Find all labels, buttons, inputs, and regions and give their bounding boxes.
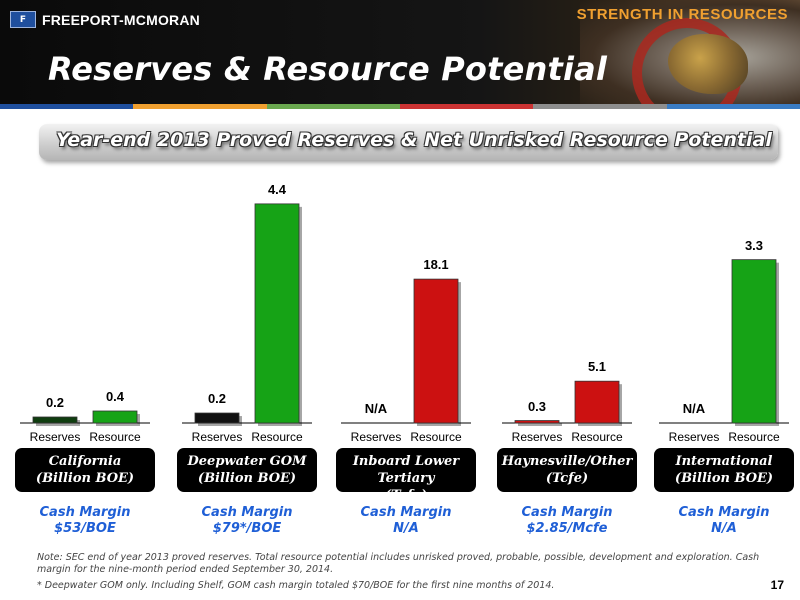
cash-margin: Cash Margin $79*/BOE bbox=[177, 505, 317, 537]
category-tick-label: Reserves bbox=[350, 430, 402, 444]
logo-text: FREEPORT-MCMORAN bbox=[42, 11, 200, 28]
header-photo-rock bbox=[668, 34, 748, 94]
category-tick-label: Reserves bbox=[668, 430, 720, 444]
page-title: Reserves & Resource Potential bbox=[48, 50, 608, 88]
data-label: 3.3 bbox=[744, 237, 764, 253]
subtitle-bar bbox=[39, 124, 778, 160]
group-label-box: Deepwater GOM (Billion BOE) bbox=[177, 448, 317, 492]
category-tick-label: Reserves bbox=[511, 430, 563, 444]
category-tick-label: Reserves bbox=[29, 430, 81, 444]
data-label: 0.2 bbox=[207, 391, 227, 407]
data-label: N/A bbox=[682, 401, 706, 416]
group-unit: (Tcfe) bbox=[545, 471, 589, 486]
cash-margin-value: N/A bbox=[393, 521, 419, 536]
group-label-box: International (Billion BOE) bbox=[654, 448, 794, 492]
bar-reserves bbox=[32, 416, 78, 424]
data-label: 4.4 bbox=[267, 181, 287, 197]
tagline: STRENGTH IN RESOURCES bbox=[576, 6, 788, 23]
data-label: 0.3 bbox=[527, 398, 547, 414]
cash-margin: Cash Margin N/A bbox=[336, 505, 476, 537]
cash-margin-label: Cash Margin bbox=[360, 505, 452, 520]
bar-reserves bbox=[194, 412, 240, 424]
header-photo bbox=[580, 0, 800, 104]
data-label: 0.4 bbox=[105, 389, 125, 404]
chart-subtitle: Year-end 2013 Proved Reserves & Net Unri… bbox=[56, 129, 772, 151]
data-label: 0.2 bbox=[45, 395, 65, 410]
category-tick-label: Resource bbox=[728, 430, 780, 444]
data-label: 5.1 bbox=[587, 359, 607, 375]
group-unit: (Billion BOE) bbox=[674, 471, 774, 486]
data-label: 18.1 bbox=[423, 257, 449, 273]
footnote: * Deepwater GOM only. Including Shelf, G… bbox=[37, 580, 555, 591]
bar-reserves bbox=[514, 420, 560, 424]
group-label-box: Inboard Lower Tertiary (Tcfe) bbox=[336, 448, 476, 503]
bar-resource bbox=[254, 203, 300, 424]
category-tick-label: Resource bbox=[571, 430, 623, 444]
header-banner: F FREEPORT-MCMORAN STRENGTH IN RESOURCES… bbox=[0, 0, 800, 104]
logo-mark-icon: F bbox=[10, 11, 36, 28]
cash-margin-label: Cash Margin bbox=[201, 505, 293, 520]
group-unit: (Tcfe) bbox=[384, 488, 428, 503]
group-label-box: California (Billion BOE) bbox=[15, 448, 155, 492]
cash-margin-value: $53/BOE bbox=[54, 521, 116, 536]
group-name: International bbox=[675, 454, 773, 469]
cash-margin-label: Cash Margin bbox=[521, 505, 613, 520]
company-logo: F FREEPORT-MCMORAN bbox=[10, 11, 200, 28]
cash-margin-label: Cash Margin bbox=[39, 505, 131, 520]
cash-margin-value: N/A bbox=[711, 521, 737, 536]
cash-margin: Cash Margin N/A bbox=[654, 505, 794, 537]
category-tick-label: Resource bbox=[89, 430, 141, 444]
bar-resource bbox=[92, 410, 138, 424]
note: Note: SEC end of year 2013 proved reserv… bbox=[37, 552, 760, 575]
cash-margin-value: $2.85/Mcfe bbox=[526, 521, 608, 536]
group-name: Haynesville/Other bbox=[501, 454, 633, 469]
group-name: Deepwater GOM bbox=[187, 454, 307, 469]
cash-margin-label: Cash Margin bbox=[678, 505, 770, 520]
cash-margin: Cash Margin $2.85/Mcfe bbox=[497, 505, 637, 537]
category-tick-label: Reserves bbox=[191, 430, 243, 444]
bar-resource bbox=[731, 259, 777, 424]
data-label: N/A bbox=[364, 401, 388, 416]
cash-margin-value: $79*/BOE bbox=[212, 521, 282, 536]
group-name: California bbox=[48, 454, 122, 469]
category-tick-label: Resource bbox=[410, 430, 462, 444]
group-name: Inboard Lower Tertiary bbox=[352, 454, 460, 486]
color-stripe bbox=[0, 104, 800, 109]
group-label-box: Haynesville/Other (Tcfe) bbox=[497, 448, 637, 492]
bar-shadow bbox=[518, 423, 562, 426]
cash-margin: Cash Margin $53/BOE bbox=[15, 505, 155, 537]
group-unit: (Billion BOE) bbox=[35, 471, 135, 486]
bar-resource bbox=[413, 278, 459, 424]
category-tick-label: Resource bbox=[251, 430, 303, 444]
group-unit: (Billion BOE) bbox=[197, 471, 297, 486]
bar-resource bbox=[574, 380, 620, 424]
page-number: 17 bbox=[770, 578, 784, 592]
